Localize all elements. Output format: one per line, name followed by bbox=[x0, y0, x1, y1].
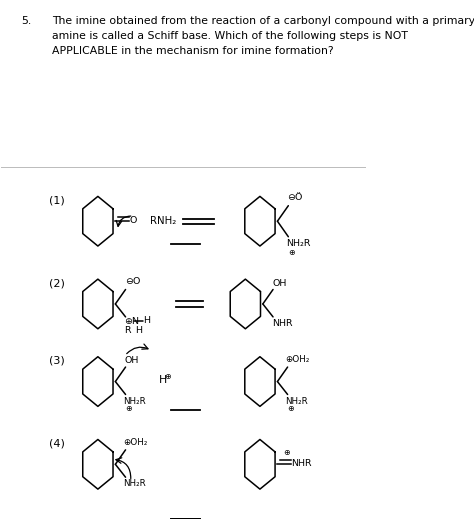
Text: OH: OH bbox=[125, 356, 139, 366]
Text: H: H bbox=[144, 316, 150, 325]
Text: The imine obtained from the reaction of a carbonyl compound with a primary: The imine obtained from the reaction of … bbox=[52, 16, 474, 26]
Text: NHR: NHR bbox=[272, 319, 292, 328]
Text: ⊕OH₂: ⊕OH₂ bbox=[285, 355, 310, 365]
Text: (1): (1) bbox=[49, 196, 64, 205]
Text: ⊕: ⊕ bbox=[283, 448, 290, 458]
Text: NH₂R: NH₂R bbox=[123, 479, 146, 488]
Text: ⊕: ⊕ bbox=[125, 405, 132, 413]
Text: ⊕: ⊕ bbox=[288, 248, 295, 257]
Text: ⊕N: ⊕N bbox=[125, 317, 139, 326]
Text: NH₂R: NH₂R bbox=[123, 397, 146, 406]
Text: O: O bbox=[130, 216, 137, 225]
Text: ⊕: ⊕ bbox=[164, 372, 171, 381]
Text: (3): (3) bbox=[49, 356, 64, 366]
Text: RNH₂: RNH₂ bbox=[150, 216, 176, 226]
Text: 5.: 5. bbox=[21, 16, 32, 26]
Text: H: H bbox=[159, 375, 167, 385]
Text: ⊖O: ⊖O bbox=[125, 277, 140, 285]
Text: APPLICABLE in the mechanism for imine formation?: APPLICABLE in the mechanism for imine fo… bbox=[52, 46, 334, 56]
Text: NHR: NHR bbox=[291, 459, 312, 468]
Text: (2): (2) bbox=[49, 278, 64, 288]
Text: H: H bbox=[136, 327, 142, 335]
Text: OH: OH bbox=[272, 279, 287, 288]
Text: ⊕: ⊕ bbox=[287, 405, 294, 413]
Text: amine is called a Schiff base. Which of the following steps is NOT: amine is called a Schiff base. Which of … bbox=[52, 31, 408, 41]
Text: NH₂R: NH₂R bbox=[285, 397, 308, 406]
Text: R: R bbox=[125, 327, 131, 335]
Text: (4): (4) bbox=[49, 438, 64, 449]
Text: ⊖Ö: ⊖Ö bbox=[288, 193, 303, 202]
Text: ⊕OH₂: ⊕OH₂ bbox=[123, 438, 148, 447]
Text: NH₂R: NH₂R bbox=[286, 240, 311, 249]
